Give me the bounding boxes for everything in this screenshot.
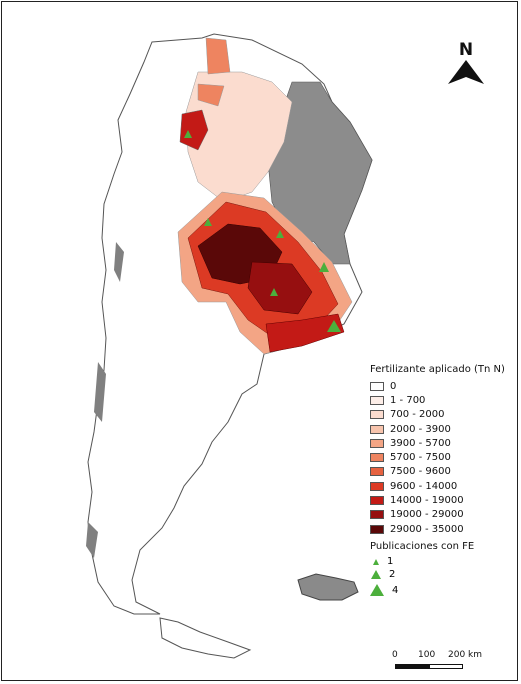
- legend: Fertilizante aplicado (Tn N) 0 1 - 700 700…: [370, 364, 505, 536]
- legend-swatch: [370, 481, 384, 491]
- legend-swatch: [370, 496, 384, 506]
- legend-swatch: [370, 510, 384, 520]
- north-arrow: N: [446, 40, 486, 90]
- scale-bar-white: [429, 664, 463, 669]
- publication-label: 4: [392, 584, 399, 596]
- andes-grey-area: [86, 242, 124, 558]
- southeast-buenos-aires: [265, 313, 345, 353]
- publication-marker: [319, 262, 329, 272]
- legend-label: 7500 - 9600: [390, 466, 451, 478]
- malvinas-islands: [297, 573, 359, 601]
- scale-label-0: 0: [392, 650, 398, 660]
- legend-label: 29000 - 35000: [390, 523, 464, 535]
- north-orange-strip: [197, 37, 231, 107]
- publication-class-1: 1: [370, 556, 393, 567]
- tucuman-red: [179, 109, 209, 151]
- triangle-medium-icon: [371, 570, 381, 579]
- publication-marker: [276, 230, 284, 238]
- legend-swatch: [370, 524, 384, 534]
- scale-bar-black: [395, 664, 429, 669]
- scale-label-200: 200 km: [448, 650, 483, 660]
- publication-marker: [270, 288, 278, 296]
- legend-swatch: [370, 453, 384, 463]
- publication-marker: [327, 320, 341, 332]
- legend-title: Fertilizante aplicado (Tn N): [370, 364, 505, 375]
- legend-row: 9600 - 14000: [370, 479, 505, 493]
- triangle-small-icon: [373, 558, 379, 565]
- legend-row: 14000 - 19000: [370, 493, 505, 507]
- legend-label: 3900 - 5700: [390, 437, 451, 449]
- legend-label: 700 - 2000: [390, 409, 445, 421]
- legend-row: 1 - 700: [370, 393, 505, 407]
- publication-label: 1: [387, 556, 394, 567]
- legend-swatch: [370, 467, 384, 477]
- scale-label-100: 100: [418, 650, 436, 660]
- legend-swatch: [370, 424, 384, 434]
- legend-swatch: [370, 438, 384, 448]
- legend-swatch: [370, 410, 384, 420]
- legend-row: 3900 - 5700: [370, 436, 505, 450]
- pampas-inner: [247, 261, 313, 315]
- north-label: N: [458, 40, 474, 60]
- legend-label: 5700 - 7500: [390, 452, 451, 464]
- legend-row: 5700 - 7500: [370, 450, 505, 464]
- legend-swatch: [370, 395, 384, 405]
- legend-rows: 0 1 - 700 700 - 2000 2000 - 3900 3900 - 5700…: [370, 379, 505, 536]
- legend-row: 2000 - 3900: [370, 422, 505, 436]
- legend-label: 14000 - 19000: [390, 495, 464, 507]
- legend-row: 29000 - 35000: [370, 522, 505, 536]
- publication-class-4: 4: [370, 584, 398, 596]
- tierra-del-fuego: [159, 617, 252, 659]
- publication-class-2: 2: [370, 569, 395, 580]
- legend-label: 1 - 700: [390, 394, 426, 406]
- legend-label: 0: [390, 380, 397, 392]
- north-arrow-icon: [448, 60, 484, 84]
- publications-title: Publicaciones con FE: [370, 541, 475, 552]
- legend-row: 0: [370, 379, 505, 393]
- publication-marker: [184, 130, 192, 138]
- legend-label: 9600 - 14000: [390, 480, 458, 492]
- publication-label: 2: [389, 569, 396, 580]
- legend-label: 19000 - 29000: [390, 509, 464, 521]
- northeast-grey-region: [267, 81, 373, 265]
- legend-row: 700 - 2000: [370, 408, 505, 422]
- legend-row: 7500 - 9600: [370, 465, 505, 479]
- legend-label: 2000 - 3900: [390, 423, 451, 435]
- legend-swatch: [370, 381, 384, 391]
- legend-row: 19000 - 29000: [370, 508, 505, 522]
- triangle-large-icon: [370, 584, 384, 596]
- publication-marker: [204, 218, 212, 226]
